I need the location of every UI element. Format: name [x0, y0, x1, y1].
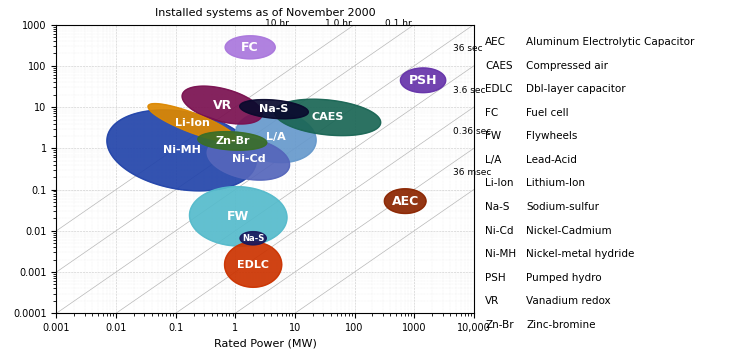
Polygon shape: [240, 100, 308, 119]
Text: Lithium-Ion: Lithium-Ion: [526, 178, 585, 188]
Text: Zinc-bromine: Zinc-bromine: [526, 320, 596, 330]
Text: Ni-MH: Ni-MH: [485, 249, 516, 259]
Text: 10 hr: 10 hr: [265, 19, 290, 27]
Text: Ni-Cd: Ni-Cd: [232, 154, 265, 164]
Text: Na-S: Na-S: [259, 104, 289, 114]
Text: 1.0 hr: 1.0 hr: [325, 19, 352, 27]
Polygon shape: [190, 187, 287, 246]
Text: PSH: PSH: [409, 74, 438, 87]
Text: Pumped hydro: Pumped hydro: [526, 273, 602, 283]
Text: AEC: AEC: [485, 37, 506, 47]
Polygon shape: [198, 132, 267, 150]
Polygon shape: [225, 242, 282, 287]
Text: CAES: CAES: [485, 61, 513, 70]
Text: Sodium-sulfur: Sodium-sulfur: [526, 202, 599, 212]
Text: Na-S: Na-S: [242, 234, 264, 243]
Text: PSH: PSH: [485, 273, 505, 283]
Text: Flywheels: Flywheels: [526, 131, 578, 141]
Text: L/A: L/A: [266, 132, 286, 142]
Polygon shape: [274, 99, 381, 136]
Text: FC: FC: [241, 41, 259, 54]
Text: CAES: CAES: [311, 112, 344, 122]
Text: AEC: AEC: [392, 195, 419, 208]
Polygon shape: [400, 68, 446, 93]
Text: 3.6 sec: 3.6 sec: [453, 86, 486, 95]
Text: Zn-Br: Zn-Br: [215, 136, 250, 146]
Text: Nickel-metal hydride: Nickel-metal hydride: [526, 249, 635, 259]
Text: 36 msec: 36 msec: [453, 168, 492, 177]
X-axis label: Rated Power (MW): Rated Power (MW): [214, 339, 317, 348]
Polygon shape: [148, 103, 237, 142]
Text: 0.1 hr: 0.1 hr: [384, 19, 411, 27]
Polygon shape: [107, 110, 256, 191]
Text: Nickel-Cadmium: Nickel-Cadmium: [526, 226, 612, 235]
Text: 0.36 sec: 0.36 sec: [453, 127, 491, 136]
Text: Fuel cell: Fuel cell: [526, 108, 569, 118]
Text: Compressed air: Compressed air: [526, 61, 608, 70]
Text: VR: VR: [485, 296, 499, 306]
Polygon shape: [182, 86, 262, 124]
Text: Lead-Acid: Lead-Acid: [526, 155, 578, 165]
Polygon shape: [207, 137, 290, 180]
Text: Zn-Br: Zn-Br: [485, 320, 514, 330]
Text: Aluminum Electrolytic Capacitor: Aluminum Electrolytic Capacitor: [526, 37, 695, 47]
Text: FW: FW: [227, 210, 250, 223]
Text: 36 sec: 36 sec: [453, 44, 483, 54]
Polygon shape: [240, 232, 266, 245]
Text: Vanadium redox: Vanadium redox: [526, 296, 611, 306]
Text: EDLC: EDLC: [237, 260, 269, 270]
Text: VR: VR: [213, 99, 232, 112]
Text: L/A: L/A: [485, 155, 502, 165]
Text: Li-Ion: Li-Ion: [485, 178, 514, 188]
Text: Na-S: Na-S: [485, 202, 510, 212]
Title: Installed systems as of November 2000: Installed systems as of November 2000: [155, 8, 375, 18]
Text: FC: FC: [485, 108, 499, 118]
Text: FW: FW: [485, 131, 501, 141]
Text: Ni-MH: Ni-MH: [162, 145, 201, 155]
Text: Dbl-layer capacitor: Dbl-layer capacitor: [526, 84, 626, 94]
Polygon shape: [235, 111, 316, 163]
Polygon shape: [225, 36, 275, 59]
Text: Ni-Cd: Ni-Cd: [485, 226, 514, 235]
Text: Li-Ion: Li-Ion: [175, 118, 210, 128]
Text: EDLC: EDLC: [485, 84, 513, 94]
Polygon shape: [384, 189, 426, 214]
